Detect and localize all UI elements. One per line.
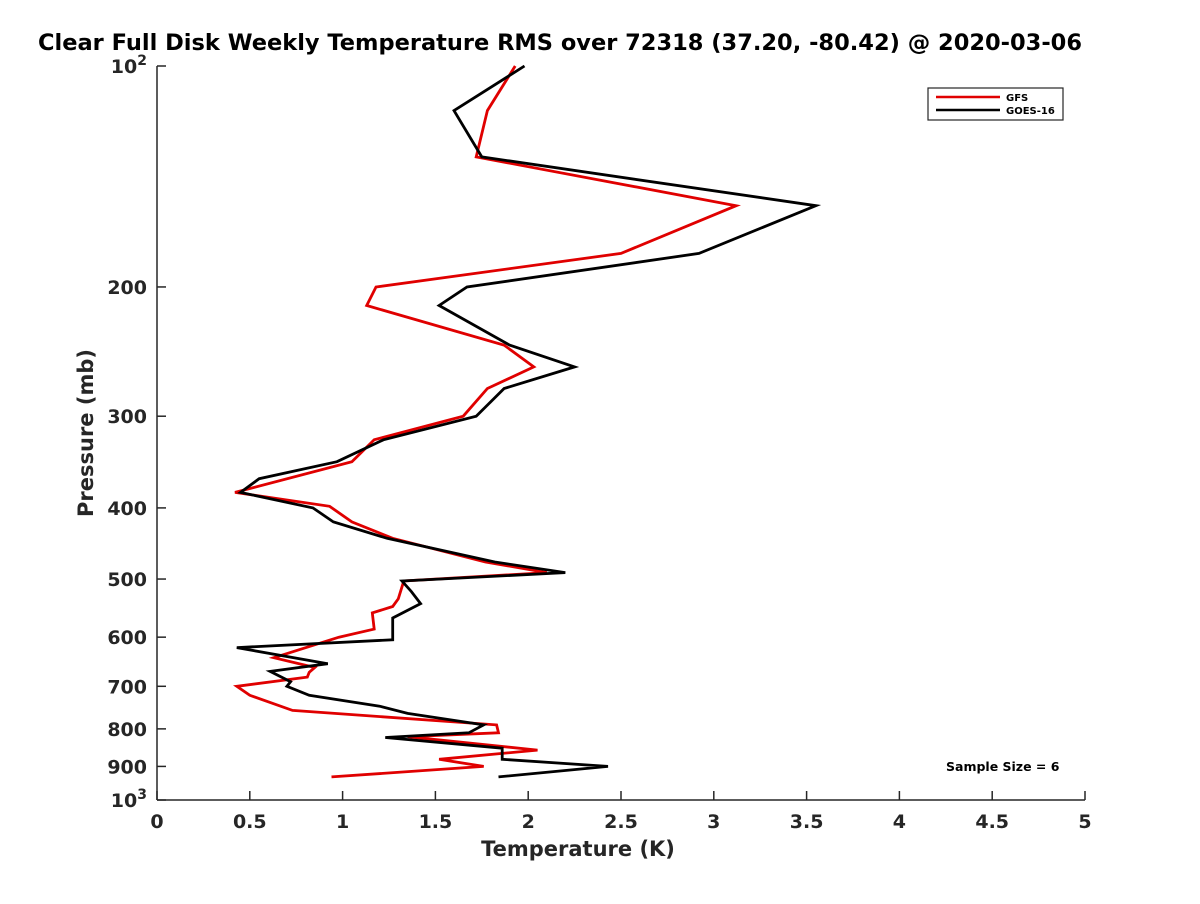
x-tick-label: 1 — [336, 811, 349, 833]
legend-box — [927, 87, 1064, 121]
y-tick-label: 900 — [107, 756, 147, 778]
y-tick-label: 500 — [107, 569, 147, 591]
y-tick-label: 300 — [107, 406, 147, 428]
y-tick-label: 800 — [107, 719, 147, 741]
series-line-gfs — [233, 65, 741, 779]
sample-size-annotation: Sample Size = 6 — [946, 759, 1060, 774]
x-tick-label: 5 — [1078, 811, 1091, 833]
x-tick-label: 3 — [707, 811, 720, 833]
series-line-goes-16 — [236, 64, 822, 779]
legend-label: GOES-16 — [1006, 106, 1055, 117]
x-tick-label: 2.5 — [604, 811, 638, 833]
x-tick-label: 0 — [150, 811, 163, 833]
y-tick-label: 700 — [107, 676, 147, 698]
y-tick-label: 400 — [107, 498, 147, 520]
x-tick-label: 4 — [893, 811, 906, 833]
legend-label: GFS — [1006, 93, 1028, 104]
x-tick-label: 0.5 — [233, 811, 267, 833]
y-tick-label: 600 — [107, 627, 147, 649]
y-axis-label: Pressure (mb) — [74, 349, 98, 517]
x-tick-label: 2 — [522, 811, 535, 833]
y-tick-label: 200 — [107, 277, 147, 299]
y-tick-label: 103 — [111, 787, 147, 812]
chart-title: Clear Full Disk Weekly Temperature RMS o… — [38, 30, 1082, 56]
y-tick-label: 102 — [111, 53, 147, 78]
x-axis-label: Temperature (K) — [481, 837, 675, 861]
x-tick-label: 3.5 — [790, 811, 824, 833]
x-tick-label: 4.5 — [975, 811, 1009, 833]
x-tick-label: 1.5 — [419, 811, 453, 833]
